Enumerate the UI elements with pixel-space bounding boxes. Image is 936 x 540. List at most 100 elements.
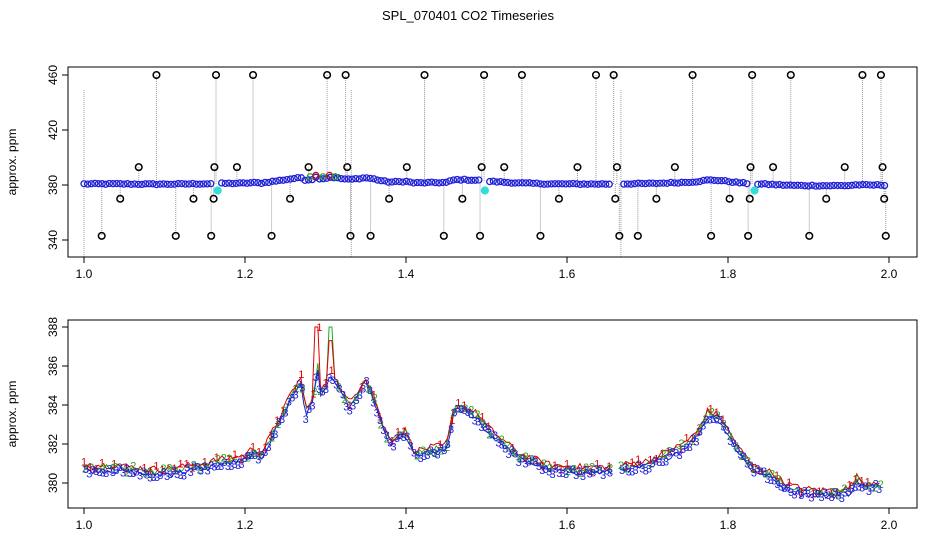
- x-tick-label: 1.6: [559, 518, 576, 532]
- series-2-marker: 2: [727, 431, 733, 443]
- series-2-marker: 2: [396, 430, 402, 442]
- series-3-marker: 3: [509, 444, 515, 456]
- series-3-marker: 3: [357, 390, 363, 402]
- x-tick-label: 1.2: [237, 267, 254, 281]
- series-1-marker: 1: [594, 458, 600, 470]
- processed-point: [837, 181, 845, 190]
- processed-point: [775, 180, 784, 189]
- series-2-marker: 2: [432, 448, 438, 460]
- processed-point: [207, 180, 215, 188]
- processed-point: [547, 180, 555, 188]
- processed-point: [880, 181, 889, 190]
- processed-point: [218, 179, 226, 187]
- processed-point: [725, 178, 733, 186]
- series-3-marker: 3: [455, 403, 461, 415]
- raw-sample-point: [476, 231, 485, 240]
- series-3-marker: 3: [862, 481, 868, 493]
- processed-point: [591, 180, 599, 188]
- processed-point: [851, 181, 860, 189]
- processed-point: [167, 180, 175, 189]
- series-1-marker: 1: [449, 415, 455, 427]
- series-2-marker: 2: [866, 480, 872, 492]
- series-3-marker: 3: [178, 470, 184, 482]
- processed-point: [359, 174, 367, 182]
- series-3-marker: 3: [465, 407, 471, 419]
- series-3-marker: 3: [326, 373, 332, 385]
- series-1-marker: 1: [371, 390, 377, 402]
- processed-point: [366, 174, 374, 183]
- processed-point: [236, 179, 244, 187]
- processed-point: [102, 180, 110, 188]
- series-3-marker: 3: [629, 467, 635, 479]
- bottom-panel-axes: 1.0 1.2 1.4 1.6 1.8 2.0 380 382 384 386 388: [46, 317, 898, 532]
- raw-sample-point: [346, 231, 355, 240]
- series-3-marker: 3: [563, 469, 569, 481]
- series-3-marker: 3: [633, 465, 639, 477]
- raw-sample-point: [134, 163, 143, 172]
- series-2-marker: 2: [251, 448, 257, 460]
- series-3-marker: 3: [660, 457, 666, 469]
- series-3-marker: 3: [597, 465, 603, 477]
- series-3-marker: 3: [761, 466, 767, 478]
- series-3-marker: 3: [198, 465, 204, 477]
- series-3-marker: 3: [656, 457, 662, 469]
- processed-point: [250, 178, 258, 186]
- top-y-axis-label: approx. ppm: [5, 129, 19, 196]
- series-1-marker: 1: [322, 378, 328, 390]
- processed-point: [739, 178, 747, 187]
- processed-point: [562, 180, 570, 188]
- series-3-marker: 3: [576, 466, 582, 478]
- series-3-marker: 3: [856, 481, 862, 493]
- series-3-marker: 3: [791, 489, 797, 501]
- series-3-marker: 3: [86, 469, 92, 481]
- processed-point: [525, 179, 534, 187]
- series-3-marker: 3: [670, 447, 676, 459]
- processed-point: [409, 179, 418, 187]
- processed-point: [587, 180, 595, 188]
- series-2-marker: 2: [763, 468, 769, 480]
- series-2-marker: 2: [335, 382, 341, 394]
- series-2-marker: 2: [203, 461, 209, 473]
- raw-sample-point: [876, 70, 886, 80]
- series-3-marker: 3: [100, 467, 106, 479]
- processed-point: [384, 178, 392, 186]
- processed-point: [145, 180, 153, 188]
- series-3-marker: 3: [245, 451, 251, 463]
- processed-point: [199, 180, 208, 188]
- series-1-marker: 1: [834, 487, 840, 499]
- series-1-marker: 1: [846, 479, 852, 491]
- processed-point: [551, 180, 559, 188]
- processed-point: [765, 180, 773, 189]
- series-2-marker: 2: [112, 461, 118, 473]
- series-1-marker: 1: [172, 463, 178, 475]
- series-3-marker: 3: [157, 470, 163, 482]
- series-1-marker: 1: [859, 476, 865, 488]
- series-2-marker: 2: [354, 392, 360, 404]
- top-panel-marks: [80, 70, 890, 257]
- processed-point: [391, 177, 400, 186]
- series-3-marker: 3: [418, 453, 424, 465]
- series-3-marker: 3: [140, 466, 146, 478]
- series-1-marker: 1: [534, 455, 540, 467]
- series-3-marker: 3: [798, 490, 804, 502]
- series-3-marker: 3: [208, 460, 214, 472]
- processed-point: [120, 180, 128, 188]
- series-2-marker: 2: [420, 445, 426, 457]
- series-2-marker: 2: [462, 403, 468, 415]
- processed-point: [181, 180, 190, 188]
- processed-point: [812, 182, 820, 190]
- series-1-marker: 1: [564, 459, 570, 471]
- series-3-marker: 3: [238, 459, 244, 471]
- flagged-point: [213, 186, 222, 195]
- series-3-marker: 3: [839, 493, 845, 505]
- processed-point: [160, 180, 168, 188]
- processed-point: [808, 181, 816, 189]
- series-3-marker: 3: [825, 490, 831, 502]
- series-2-marker: 2: [775, 474, 781, 486]
- processed-point: [804, 182, 813, 190]
- series-3-marker: 3: [775, 479, 781, 491]
- series-3-marker: 3: [363, 376, 369, 388]
- series-1-marker: 1: [816, 486, 822, 498]
